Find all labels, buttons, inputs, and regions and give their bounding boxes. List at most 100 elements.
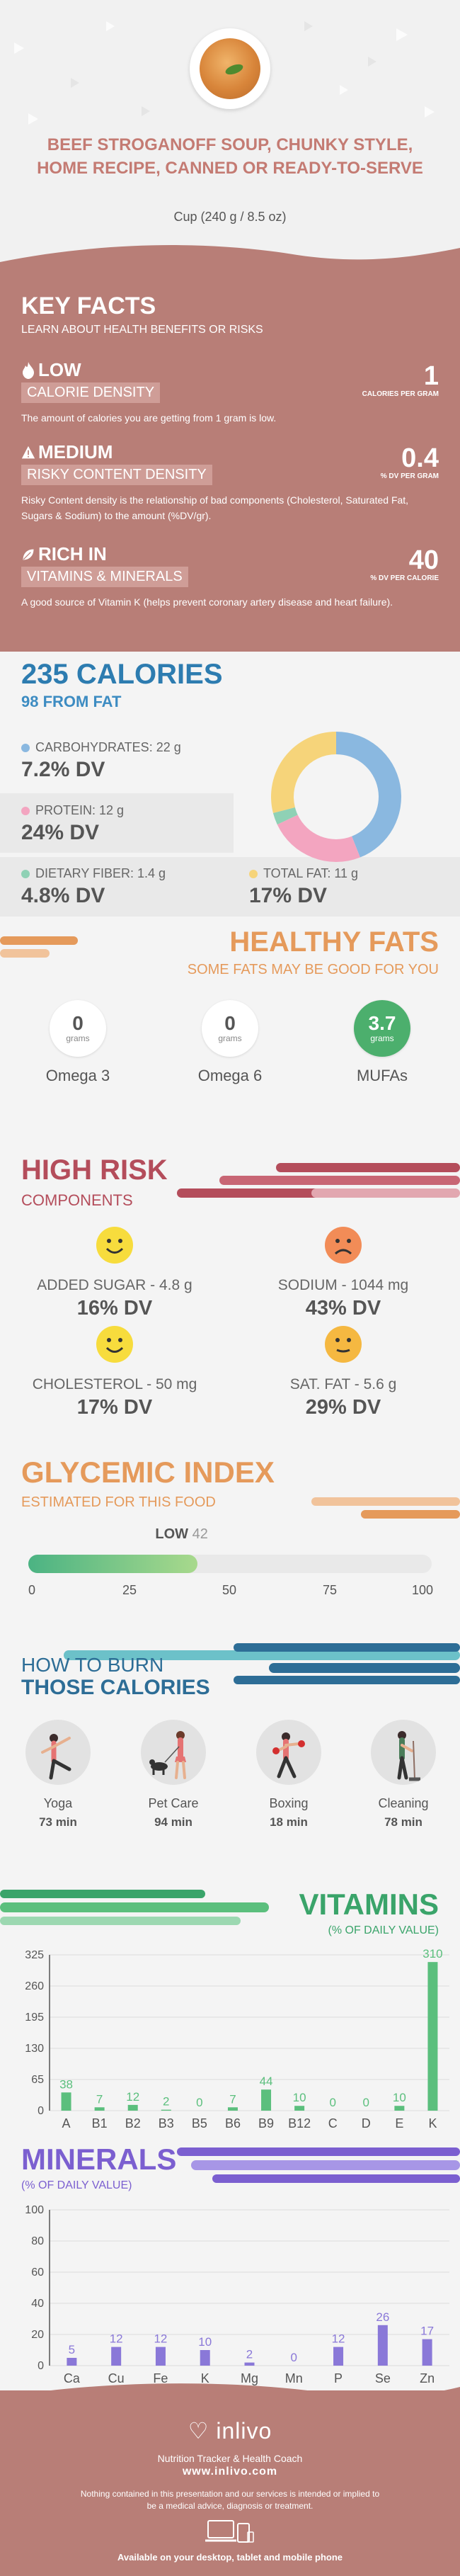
devices-icon xyxy=(205,2520,254,2543)
calories-section: 235 CALORIES 98 FROM FAT CARBOHYDRATES: … xyxy=(0,652,460,921)
donut-slice-fiber xyxy=(272,807,298,825)
bar-K xyxy=(427,1962,438,2111)
bar-value-label: 7 xyxy=(96,2092,103,2106)
fat-name: Omega 6 xyxy=(197,1067,263,1084)
bar-value-label: 10 xyxy=(198,2335,212,2349)
key-fact-description: A good source of Vitamin K (helps preven… xyxy=(21,596,393,608)
warning-icon xyxy=(21,446,35,458)
x-tick-label: D xyxy=(362,2116,371,2130)
nutrient-dv: 17% DV xyxy=(249,884,328,907)
footer-url-link[interactable]: www.inlivo.com xyxy=(182,2466,278,2478)
activity-minutes: 18 min xyxy=(270,1815,308,1829)
x-tick-label: Zn xyxy=(420,2371,435,2385)
activity-yoga: Yoga 73 min xyxy=(8,1720,108,1829)
vitamins-bar-chart: 0 65 130 195 260 325 38 A 7 B1 12 B2 2 B3 0 B5 7 B6 44 B9 10… xyxy=(25,1947,449,2130)
glycemic-bar-fill xyxy=(28,1555,198,1573)
leaf-icon xyxy=(23,549,34,560)
activity-minutes: 94 min xyxy=(154,1815,192,1829)
bar-Se xyxy=(377,2325,388,2366)
nutrient-dv: 24% DV xyxy=(21,821,100,844)
activity-cleaning: Cleaning 78 min xyxy=(354,1720,453,1829)
burn-heading-line1: HOW TO BURN xyxy=(21,1654,164,1676)
fat-omega-3: 0 grams Omega 3 xyxy=(14,1000,142,1085)
risk-label: SODIUM - 1044 mg xyxy=(277,1277,409,1293)
bar-value-label: 2 xyxy=(163,2095,169,2109)
footer-disclaimer: Nothing contained in this presentation a… xyxy=(80,2489,380,2511)
risk-added-sugar: ADDED SUGAR - 4.8 g 16% DV xyxy=(8,1225,221,1320)
footer-wave xyxy=(0,2383,460,2405)
activity-pet-care: Pet Care 94 min xyxy=(124,1720,223,1829)
glycemic-marker: LOW 42 xyxy=(155,1526,207,1543)
bar-value-label: 26 xyxy=(376,2310,389,2324)
vitamins-subheading: (% OF DAILY VALUE) xyxy=(328,1924,439,1936)
y-tick-label: 65 xyxy=(31,2074,44,2086)
bar-value-label: 17 xyxy=(420,2325,434,2338)
burn-calories-section: HOW TO BURN THOSE CALORIES Yoga 73 min xyxy=(0,1643,460,1884)
y-tick-label: 60 xyxy=(31,2266,44,2279)
x-tick-label: Mn xyxy=(285,2371,303,2385)
risk-dv: 43% DV xyxy=(305,1297,381,1320)
glycemic-level: LOW xyxy=(155,1526,189,1542)
flame-icon xyxy=(23,361,34,379)
bar-value-label: 0 xyxy=(291,2351,297,2364)
key-facts-section: KEY FACTS LEARN ABOUT HEALTH BENEFITS OR… xyxy=(0,266,460,652)
x-tick-label: B6 xyxy=(225,2116,241,2130)
burn-heading-line2: THOSE CALORIES xyxy=(21,1676,210,1699)
bar-P xyxy=(333,2347,344,2366)
y-tick-label: 195 xyxy=(25,2012,44,2024)
bar-value-label: 12 xyxy=(332,2332,345,2346)
y-tick-label: 260 xyxy=(25,1980,44,1992)
key-fact-level: RICH IN xyxy=(38,543,107,564)
y-tick-label: 100 xyxy=(25,2204,44,2216)
nutrient-label: PROTEIN: 12 g xyxy=(35,803,125,817)
bar-Mg xyxy=(244,2362,255,2366)
donut-slice-fat xyxy=(271,732,336,813)
activity-boxing: Boxing 18 min xyxy=(239,1720,338,1829)
x-tick-label: B1 xyxy=(92,2116,108,2130)
bar-value-label: 12 xyxy=(126,2090,139,2104)
high-risk-subheading: COMPONENTS xyxy=(21,1191,133,1209)
activity-name: Pet Care xyxy=(148,1796,199,1810)
yoga-icon xyxy=(41,1734,71,1780)
donut-slice-protein xyxy=(277,815,360,862)
glycemic-tick: 75 xyxy=(323,1583,338,1597)
glycemic-subheading: ESTIMATED FOR THIS FOOD xyxy=(21,1494,216,1510)
key-fact-description: The amount of calories you are getting f… xyxy=(21,412,277,424)
fat-mufas: 3.7 grams MUFAs xyxy=(318,1000,446,1085)
x-tick-label: Ca xyxy=(64,2371,81,2385)
fat-unit: grams xyxy=(66,1033,90,1043)
fat-unit: grams xyxy=(370,1033,394,1043)
protein-dot xyxy=(21,806,30,815)
bar-value-label: 310 xyxy=(422,1947,442,1961)
key-fact-value: 1 xyxy=(423,361,439,391)
x-tick-label: Fe xyxy=(153,2371,168,2385)
key-fact-label: RISKY CONTENT DENSITY xyxy=(21,465,212,485)
y-tick-label: 20 xyxy=(31,2329,44,2341)
bar-B1 xyxy=(94,2107,105,2111)
glycemic-value: 42 xyxy=(192,1526,208,1542)
bar-Ca xyxy=(67,2358,77,2366)
minerals-subheading: (% OF DAILY VALUE) xyxy=(21,2179,132,2191)
bar-value-label: 44 xyxy=(260,2075,273,2088)
risk-label: ADDED SUGAR - 4.8 g xyxy=(37,1277,192,1293)
risk-dv: 16% DV xyxy=(76,1297,153,1320)
x-tick-label: K xyxy=(201,2371,209,2385)
bar-E xyxy=(394,2106,405,2111)
inlivo-logo[interactable]: ♡ inlivo xyxy=(0,2417,460,2444)
bar-value-label: 0 xyxy=(196,2096,202,2109)
key-fact-description: Risky Content density is the relationshi… xyxy=(21,494,409,521)
bar-value-label: 5 xyxy=(69,2343,75,2356)
vitamins-heading: VITAMINS xyxy=(299,1888,439,1921)
header-section: BEEF STROGANOFF SOUP, CHUNKY STYLE, HOME… xyxy=(0,0,460,269)
risk-sat-fat: SAT. FAT - 5.6 g 29% DV xyxy=(237,1324,449,1419)
soup-bowl-image xyxy=(190,28,270,109)
minerals-heading: MINERALS xyxy=(21,2143,177,2176)
bar-value-label: 12 xyxy=(110,2332,123,2346)
bar-value-label: 0 xyxy=(363,2096,369,2109)
activity-name: Boxing xyxy=(269,1796,309,1810)
pet-care-icon xyxy=(149,1731,186,1779)
key-facts-heading: KEY FACTS xyxy=(21,293,156,319)
bar-B6 xyxy=(227,2107,238,2111)
risk-dv: 17% DV xyxy=(76,1396,153,1419)
glycemic-tick: 100 xyxy=(412,1583,434,1597)
